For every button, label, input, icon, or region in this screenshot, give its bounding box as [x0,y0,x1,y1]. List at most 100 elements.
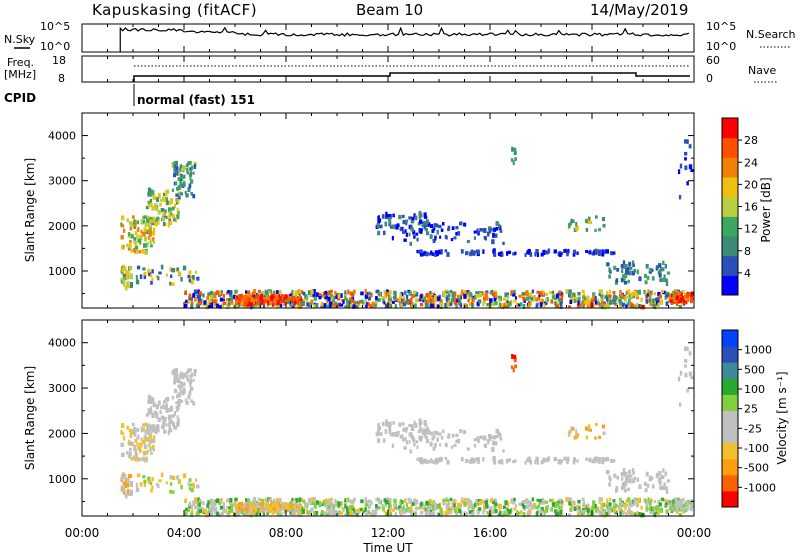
power-cell [410,297,413,303]
power-cell [585,249,589,253]
power-cell [602,223,606,228]
power-cell [367,302,370,307]
velocity-cell [631,468,635,473]
power-cell [652,298,655,303]
power-cell [248,294,252,298]
power-y-axis-label: Slant Range [km] [23,158,37,262]
power-cell [416,237,419,242]
power-cell [198,294,201,299]
velocity-cell [680,505,683,510]
velocity-cell [546,458,549,463]
velocity-cell [373,511,378,515]
velocity-cell [394,433,397,437]
power-cell [370,292,373,298]
power-cell [402,298,405,302]
velocity-cell [209,508,213,513]
power-cell [506,302,510,308]
power-cell [208,299,212,303]
power-cell [536,252,539,257]
velocity-cell [168,422,171,427]
power-cell [196,294,200,299]
power-cell [422,299,426,303]
power-cell [127,280,130,286]
power-cell [665,281,669,286]
power-cell [306,302,310,307]
velocity-cell [612,499,616,503]
power-cell [269,300,272,306]
velocity-cell [214,506,218,511]
velocity-cell [535,511,538,516]
power-cell [595,301,598,305]
velocity-cell [423,423,428,427]
velocity-cell [583,504,586,509]
velocity-cell [344,504,347,509]
power-cell [418,250,422,255]
velocity-cell [513,354,517,359]
power-cell [165,273,168,277]
velocity-cell [411,424,415,428]
velocity-cell [536,498,540,502]
velocity-cell [264,497,267,503]
power-cell [168,218,172,223]
velocity-cell [377,499,380,504]
power-cell [376,223,380,228]
power-cell [513,299,517,303]
power-cell [451,226,455,230]
power-cell [387,216,392,221]
power-cell [219,305,222,309]
velocity-cell [644,499,647,504]
velocity-cell [619,497,622,502]
power-cell [184,304,188,308]
power-cell [143,227,147,233]
power-cell [424,227,428,232]
power-colorbar-label: 20 [744,178,758,191]
velocity-cell [146,449,149,454]
velocity-cell [273,506,277,512]
velocity-colorbar-swatch [722,442,738,460]
power-cell [388,220,392,225]
velocity-cell [127,455,131,459]
velocity-cell [168,418,171,423]
power-cell [146,241,149,246]
velocity-cell [516,510,519,516]
power-cell [644,291,647,296]
velocity-cell [207,500,210,504]
power-cell [214,302,218,307]
nsearch-tick-top: 10^5 [706,20,736,33]
velocity-cell [433,503,437,508]
freq-tick-bottom: 8 [58,72,65,85]
power-cell [188,172,193,177]
power-cell [645,296,649,302]
power-cell [473,294,476,300]
power-cell [454,300,458,306]
velocity-cell [188,379,193,385]
power-cell [173,173,176,178]
velocity-cell [359,507,363,512]
power-cell [364,288,367,294]
velocity-cell [532,503,537,507]
velocity-cell [491,500,496,505]
velocity-cell [497,459,502,464]
velocity-cell [305,506,309,510]
velocity-cell [683,508,686,512]
power-cell [631,260,635,265]
power-cell [148,189,151,193]
power-cell [190,192,193,196]
velocity-cell [569,507,573,512]
power-cell [277,297,281,302]
velocity-cell [426,507,430,513]
velocity-cell [591,507,594,511]
velocity-cell [546,505,549,510]
velocity-cell [502,505,506,509]
velocity-cell [625,512,628,516]
power-cell [429,298,433,303]
velocity-cell [628,502,632,506]
velocity-cell [351,504,355,508]
power-cell [368,291,372,296]
velocity-cell [456,506,460,511]
power-cell [146,218,150,223]
velocity-cell [419,437,423,442]
velocity-cell [665,489,669,494]
power-cell [572,219,575,224]
power-cell [289,297,293,301]
